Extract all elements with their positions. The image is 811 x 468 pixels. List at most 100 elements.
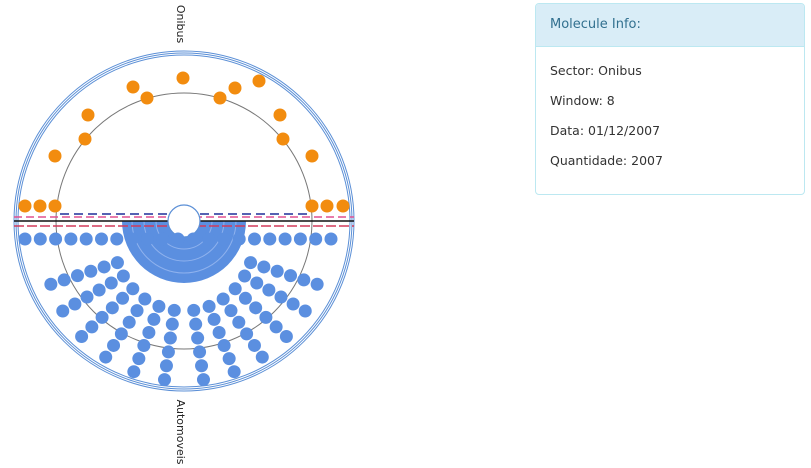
dot <box>70 269 84 283</box>
dot <box>81 108 95 122</box>
dot <box>127 365 141 379</box>
dot <box>240 327 254 341</box>
dot <box>269 320 283 334</box>
dot <box>189 317 203 331</box>
dot <box>68 297 82 311</box>
dot <box>297 273 311 287</box>
dot <box>48 149 62 163</box>
dot <box>99 350 113 364</box>
dot <box>305 149 319 163</box>
dot <box>57 273 71 287</box>
dot <box>202 299 216 313</box>
dot <box>202 232 216 246</box>
info-field: Data: 01/12/2007 <box>550 123 661 138</box>
info-field: Sector: Onibus <box>550 63 642 78</box>
dot <box>56 304 70 318</box>
dot <box>224 304 238 318</box>
dot <box>276 132 290 146</box>
dot <box>142 325 156 339</box>
dot <box>165 317 179 331</box>
dot <box>186 232 200 246</box>
dot <box>167 303 181 317</box>
dot <box>259 310 273 324</box>
dot <box>320 199 334 213</box>
dot <box>176 71 190 85</box>
dot <box>228 81 242 95</box>
dot <box>152 299 166 313</box>
panel-title: Molecule Info: <box>536 4 804 47</box>
dot <box>64 232 78 246</box>
dot <box>33 232 47 246</box>
dot <box>222 352 236 366</box>
dot <box>104 276 118 290</box>
dot <box>156 232 170 246</box>
dot <box>110 256 124 270</box>
dot <box>44 277 58 291</box>
dot <box>305 199 319 213</box>
dot <box>122 315 136 329</box>
info-field: Quantidade: 2007 <box>550 153 663 168</box>
dot <box>252 74 266 88</box>
dot <box>18 232 32 246</box>
dot <box>213 91 227 105</box>
dot <box>195 359 209 373</box>
chart-group <box>13 50 355 392</box>
dot <box>138 292 152 306</box>
dot <box>191 331 205 345</box>
dot <box>92 283 106 297</box>
sector-label: Onibus <box>174 5 187 44</box>
dot <box>286 297 300 311</box>
dot <box>126 80 140 94</box>
dot <box>232 232 246 246</box>
dot <box>159 359 173 373</box>
dot <box>274 290 288 304</box>
dot <box>247 338 261 352</box>
dot <box>273 108 287 122</box>
dot <box>125 232 139 246</box>
dot <box>263 232 277 246</box>
dot <box>279 329 293 343</box>
dot <box>309 232 323 246</box>
dot <box>140 91 154 105</box>
dot <box>126 282 140 296</box>
dot <box>116 291 130 305</box>
dot <box>212 325 226 339</box>
dot <box>105 301 119 315</box>
dot <box>217 339 231 353</box>
dot <box>255 350 269 364</box>
dot <box>85 320 99 334</box>
dot <box>207 312 221 326</box>
dot <box>248 232 261 246</box>
dot <box>97 260 111 274</box>
dot <box>49 232 63 246</box>
dot <box>232 315 246 329</box>
dot <box>75 329 89 343</box>
dot <box>79 232 93 246</box>
dot <box>137 339 151 353</box>
dot <box>78 132 92 146</box>
dot <box>147 312 161 326</box>
dot <box>110 232 124 246</box>
sector-label: Automoveis <box>174 399 187 464</box>
radial-chart: Onibus Automoveis <box>13 5 355 465</box>
dot <box>130 304 144 318</box>
dot <box>193 345 207 359</box>
dot <box>227 365 241 379</box>
dot <box>140 232 154 246</box>
dot <box>336 199 350 213</box>
dot <box>244 256 258 270</box>
info-field: Window: 8 <box>550 93 615 108</box>
center <box>167 204 201 238</box>
dot <box>228 282 242 296</box>
dot <box>293 232 307 246</box>
dot <box>158 373 172 387</box>
dot <box>107 338 121 352</box>
dot <box>18 199 32 213</box>
dot <box>310 277 324 291</box>
dot <box>262 283 276 297</box>
dot <box>95 310 109 324</box>
dot <box>270 264 284 278</box>
dot <box>33 199 47 213</box>
panel-body: Sector: Onibus Window: 8 Data: 01/12/2007 Q… <box>536 47 804 194</box>
